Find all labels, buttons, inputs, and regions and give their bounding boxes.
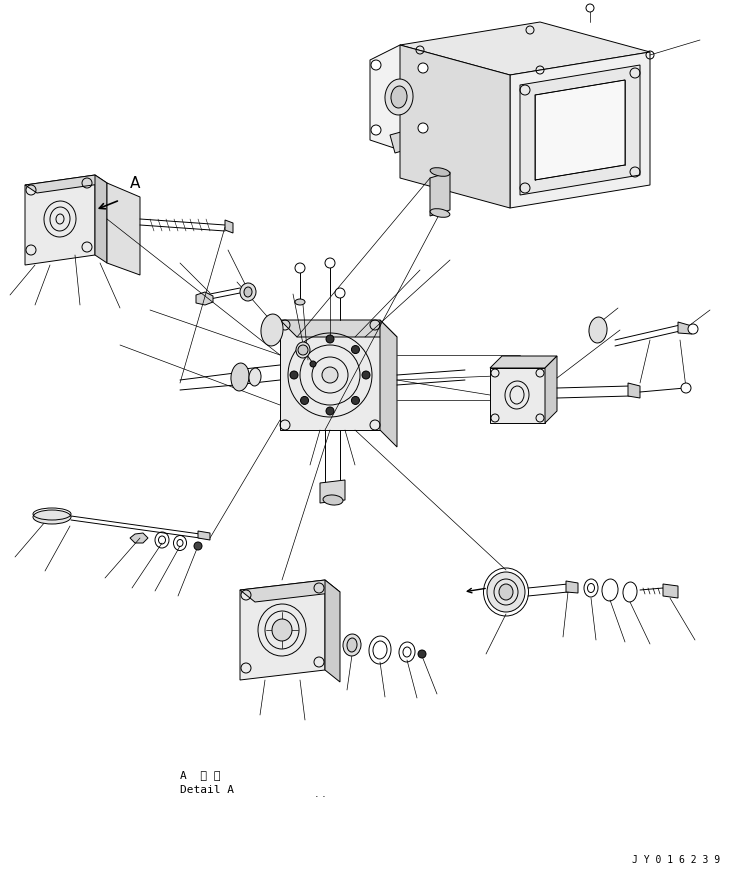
Ellipse shape [430, 209, 450, 217]
Polygon shape [198, 531, 210, 540]
Polygon shape [320, 480, 345, 503]
Polygon shape [107, 183, 140, 275]
Circle shape [681, 383, 691, 393]
Polygon shape [225, 220, 233, 233]
Ellipse shape [244, 287, 252, 297]
Ellipse shape [499, 584, 513, 600]
Polygon shape [25, 175, 107, 193]
Circle shape [362, 371, 370, 379]
Ellipse shape [33, 510, 71, 524]
Ellipse shape [430, 168, 450, 176]
Circle shape [300, 396, 308, 404]
Circle shape [688, 324, 698, 334]
Polygon shape [130, 533, 148, 543]
Circle shape [371, 60, 381, 70]
Circle shape [326, 407, 334, 415]
Ellipse shape [347, 638, 357, 652]
Polygon shape [545, 356, 557, 423]
Ellipse shape [385, 79, 413, 115]
Circle shape [298, 345, 308, 355]
Ellipse shape [487, 572, 525, 612]
Ellipse shape [296, 342, 310, 358]
Circle shape [326, 335, 334, 343]
Polygon shape [25, 175, 95, 265]
Circle shape [371, 125, 381, 135]
Circle shape [335, 288, 345, 298]
Circle shape [352, 346, 360, 353]
Ellipse shape [249, 368, 261, 386]
Circle shape [418, 650, 426, 658]
Circle shape [586, 4, 594, 12]
Polygon shape [240, 580, 325, 680]
Text: A  詳 細
Detail A: A 詳 細 Detail A [180, 770, 234, 795]
Circle shape [295, 263, 305, 273]
Polygon shape [566, 581, 578, 593]
Polygon shape [510, 52, 650, 208]
Ellipse shape [323, 495, 343, 505]
Polygon shape [380, 320, 397, 447]
Ellipse shape [240, 283, 256, 301]
Ellipse shape [589, 317, 607, 343]
Ellipse shape [272, 619, 292, 641]
Circle shape [310, 361, 316, 367]
Polygon shape [280, 320, 380, 430]
Polygon shape [95, 175, 107, 263]
Polygon shape [678, 322, 692, 334]
Polygon shape [430, 172, 450, 216]
Circle shape [418, 123, 428, 133]
Circle shape [322, 367, 338, 383]
Polygon shape [628, 383, 640, 398]
Ellipse shape [391, 86, 407, 108]
Polygon shape [535, 80, 625, 180]
Ellipse shape [231, 363, 249, 391]
Circle shape [418, 63, 428, 73]
Ellipse shape [343, 634, 361, 656]
Polygon shape [490, 368, 545, 423]
Polygon shape [370, 45, 430, 150]
Text: J Y 0 1 6 2 3 9: J Y 0 1 6 2 3 9 [632, 855, 720, 865]
Text: A: A [130, 176, 140, 191]
Polygon shape [390, 130, 412, 153]
Polygon shape [520, 65, 640, 195]
Polygon shape [280, 320, 397, 337]
Circle shape [325, 258, 335, 268]
Text: · ·: · · [315, 792, 325, 802]
Polygon shape [325, 580, 340, 682]
Ellipse shape [261, 314, 283, 346]
Polygon shape [196, 292, 213, 305]
Polygon shape [400, 45, 510, 208]
Polygon shape [400, 22, 650, 75]
Circle shape [352, 396, 360, 404]
Circle shape [194, 542, 202, 550]
Polygon shape [490, 356, 557, 368]
Polygon shape [663, 584, 678, 598]
Circle shape [300, 346, 308, 353]
Circle shape [290, 371, 298, 379]
Ellipse shape [295, 299, 305, 305]
Polygon shape [240, 580, 340, 602]
